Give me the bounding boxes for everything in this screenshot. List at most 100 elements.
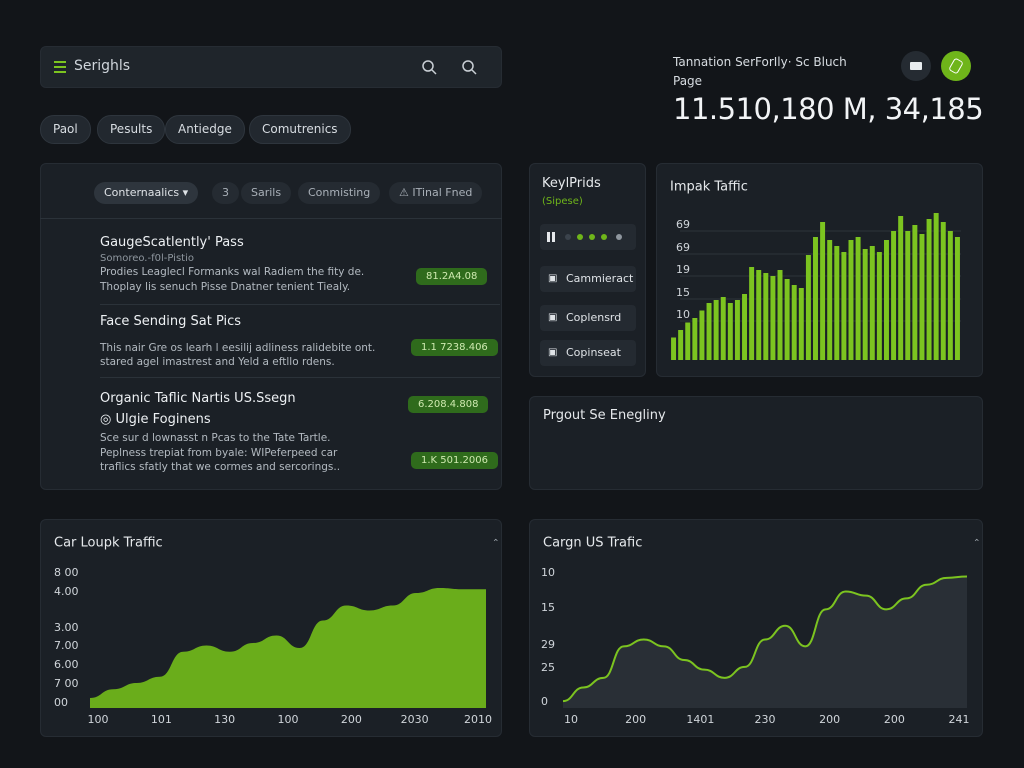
x-tick-label: 100	[88, 713, 109, 726]
divider	[100, 304, 500, 305]
header-value: 11.510,180 M, 34,185	[673, 92, 984, 126]
menu-icon[interactable]	[54, 59, 66, 73]
y-tick-label: 6.00	[54, 658, 79, 671]
chart-title: Car Loupk Traffic	[54, 536, 163, 551]
filter[interactable]: Sarils	[241, 182, 292, 204]
bar	[926, 219, 932, 360]
bar	[905, 231, 911, 360]
item-title[interactable]: GaugeScatlently' Pass	[100, 235, 244, 250]
search-bar[interactable]	[40, 46, 502, 88]
chip[interactable]: Antiedge	[165, 115, 245, 144]
badge: 1.K 501.2006	[411, 452, 498, 469]
bar	[891, 231, 897, 360]
bar	[947, 231, 953, 360]
search-placeholder: Serighls	[74, 58, 131, 74]
button-label: Copinseat	[566, 346, 621, 359]
action-button[interactable]	[941, 51, 971, 81]
filter[interactable]: Conmisting	[298, 182, 381, 204]
y-tick-label: 69	[676, 218, 690, 231]
button-label: Coplensrd	[566, 311, 622, 324]
area	[90, 588, 486, 708]
bar	[706, 303, 712, 360]
y-tick-label: 10	[676, 308, 690, 321]
filter[interactable]: Conternaalics ▾	[94, 182, 199, 204]
item-subtitle: Somoreo.-f0l-Pistio	[100, 253, 194, 264]
bar	[912, 225, 918, 360]
bar	[827, 240, 833, 360]
line-area	[563, 576, 967, 708]
item-text: Sce sur d lownasst n Pcas to the Tate Ta…	[100, 432, 331, 444]
y-tick-label: 7.00	[54, 639, 79, 652]
bar	[699, 310, 705, 360]
chart-title: Impak Taffic	[670, 180, 748, 195]
badge: 6.208.4.808	[408, 396, 489, 413]
mail-button[interactable]	[901, 51, 931, 81]
item-subtitle: ◎ Ulgie Foginens	[100, 412, 211, 427]
bar	[784, 279, 790, 360]
bar	[685, 322, 691, 360]
bar	[876, 252, 882, 360]
x-tick-label: 2030	[401, 713, 429, 726]
search-icons[interactable]	[420, 58, 484, 76]
bar-chart: Impak Taffic 69 69 19 15 10	[670, 180, 961, 360]
chip[interactable]: Comutrenics	[249, 115, 351, 144]
header-subtitle: Page	[673, 74, 703, 88]
bar	[862, 249, 868, 360]
bar	[798, 288, 804, 360]
pager[interactable]	[540, 224, 636, 250]
x-tick-label: 230	[755, 713, 776, 726]
bar	[834, 246, 840, 360]
bar	[805, 255, 811, 360]
chart-title: Cargn US Trafic	[543, 536, 642, 551]
chip[interactable]: Paol	[40, 115, 91, 144]
bar	[841, 252, 847, 360]
filter[interactable]: ⚠ ITinal Fned	[389, 182, 483, 204]
empty-panel-title: Prgout Se Enegliny	[543, 408, 666, 423]
y-tick-label: 4.00	[54, 585, 79, 598]
button[interactable]: ▣ Copinseat	[540, 340, 636, 366]
item-title[interactable]: Face Sending Sat Pics	[100, 314, 242, 329]
chip[interactable]: Pesults	[97, 115, 166, 144]
pager-dots	[547, 232, 622, 242]
x-tick-label: 100	[278, 713, 299, 726]
x-tick-label: 200	[884, 713, 905, 726]
y-tick-label: 8 00	[54, 566, 79, 579]
y-tick-label: 25	[541, 661, 555, 674]
empty-panel	[529, 396, 983, 490]
bar	[678, 330, 684, 360]
keyprods-subtitle: (Sipese)	[542, 196, 583, 207]
item-subtitle-text: Ulgie Foginens	[115, 412, 211, 427]
line-chart: Cargn US Trafic ⌃ 10 15 29 25 0 10 200 1401 230 200…	[541, 536, 981, 727]
y-tick-label: 29	[541, 638, 555, 651]
divider	[40, 218, 502, 219]
bar	[671, 337, 677, 360]
filter[interactable]: 3	[212, 182, 239, 204]
bar	[763, 273, 769, 360]
bar	[848, 240, 854, 360]
menu-dots: ⌃	[973, 539, 981, 549]
item-text: Prodies Leaglecl Formanks wal Radiem the…	[100, 266, 365, 278]
bar	[749, 267, 755, 360]
y-tick-label: 3.00	[54, 621, 79, 634]
x-tick-label: 200	[625, 713, 646, 726]
bar	[692, 318, 698, 360]
menu-dots: ⌃	[492, 539, 500, 549]
x-tick-label: 1401	[686, 713, 714, 726]
button[interactable]: ▣ Coplensrd	[540, 305, 636, 331]
badge: 1.1 7238.406	[411, 339, 498, 356]
y-tick-label: 19	[676, 263, 690, 276]
item-text: Peplness trepiat from byale: WIPeferpeed…	[100, 447, 338, 459]
y-tick-label: 10	[541, 566, 555, 579]
x-tick-label: 241	[949, 713, 970, 726]
item-title[interactable]: Organic Taflic Nartis US.Ssegn	[100, 391, 296, 406]
divider	[100, 377, 500, 378]
bar	[791, 285, 797, 360]
bar	[940, 222, 946, 360]
header-title: Tannation SerForIly· Sc Bluch	[673, 55, 847, 69]
x-tick-label: 130	[214, 713, 235, 726]
y-tick-label: 0	[541, 695, 548, 708]
bar	[820, 222, 826, 360]
x-tick-label: 101	[151, 713, 172, 726]
button[interactable]: ▣ Cammieract	[540, 266, 636, 292]
